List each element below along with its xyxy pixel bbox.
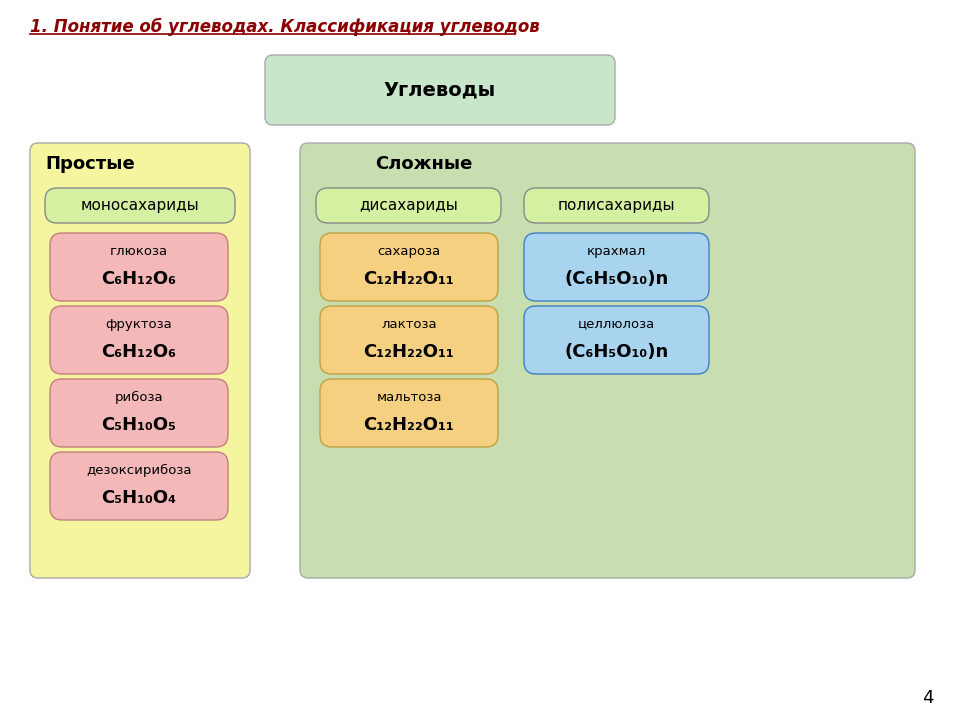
Text: C₅H₁₀O₄: C₅H₁₀O₄ [102,489,177,507]
Text: C₅H₁₀O₅: C₅H₁₀O₅ [102,416,177,434]
Text: Углеводы: Углеводы [384,81,496,99]
Text: 4: 4 [923,689,934,707]
FancyBboxPatch shape [524,188,709,223]
FancyBboxPatch shape [316,188,501,223]
Text: C₆H₁₂O₆: C₆H₁₂O₆ [102,343,177,361]
Text: дисахариды: дисахариды [359,198,458,213]
Text: фруктоза: фруктоза [106,318,173,330]
FancyBboxPatch shape [320,233,498,301]
FancyBboxPatch shape [50,452,228,520]
Text: лактоза: лактоза [381,318,437,330]
Text: Сложные: Сложные [375,155,472,173]
Text: (C₆H₅O₁₀)n: (C₆H₅O₁₀)n [564,343,668,361]
Text: дезоксирибоза: дезоксирибоза [86,464,192,477]
Text: C₁₂H₂₂O₁₁: C₁₂H₂₂O₁₁ [364,343,454,361]
FancyBboxPatch shape [50,306,228,374]
Text: 1. Понятие об углеводах. Классификация углеводов: 1. Понятие об углеводах. Классификация у… [30,18,540,36]
Text: мальтоза: мальтоза [376,390,442,403]
FancyBboxPatch shape [320,379,498,447]
FancyBboxPatch shape [320,306,498,374]
Text: C₆H₁₂O₆: C₆H₁₂O₆ [102,270,177,288]
FancyBboxPatch shape [300,143,915,578]
Text: крахмал: крахмал [587,245,646,258]
Text: рибоза: рибоза [114,390,163,403]
Text: целлюлоза: целлюлоза [578,318,655,330]
FancyBboxPatch shape [265,55,615,125]
Text: Простые: Простые [45,155,134,173]
FancyBboxPatch shape [30,143,250,578]
Text: C₁₂H₂₂O₁₁: C₁₂H₂₂O₁₁ [364,270,454,288]
FancyBboxPatch shape [50,233,228,301]
FancyBboxPatch shape [45,188,235,223]
Text: полисахариды: полисахариды [558,198,675,213]
Text: моносахариды: моносахариды [81,198,200,213]
Text: глюкоза: глюкоза [110,245,168,258]
Text: (C₆H₅O₁₀)n: (C₆H₅O₁₀)n [564,270,668,288]
FancyBboxPatch shape [524,306,709,374]
FancyBboxPatch shape [524,233,709,301]
Text: C₁₂H₂₂O₁₁: C₁₂H₂₂O₁₁ [364,416,454,434]
FancyBboxPatch shape [50,379,228,447]
Text: сахароза: сахароза [377,245,441,258]
